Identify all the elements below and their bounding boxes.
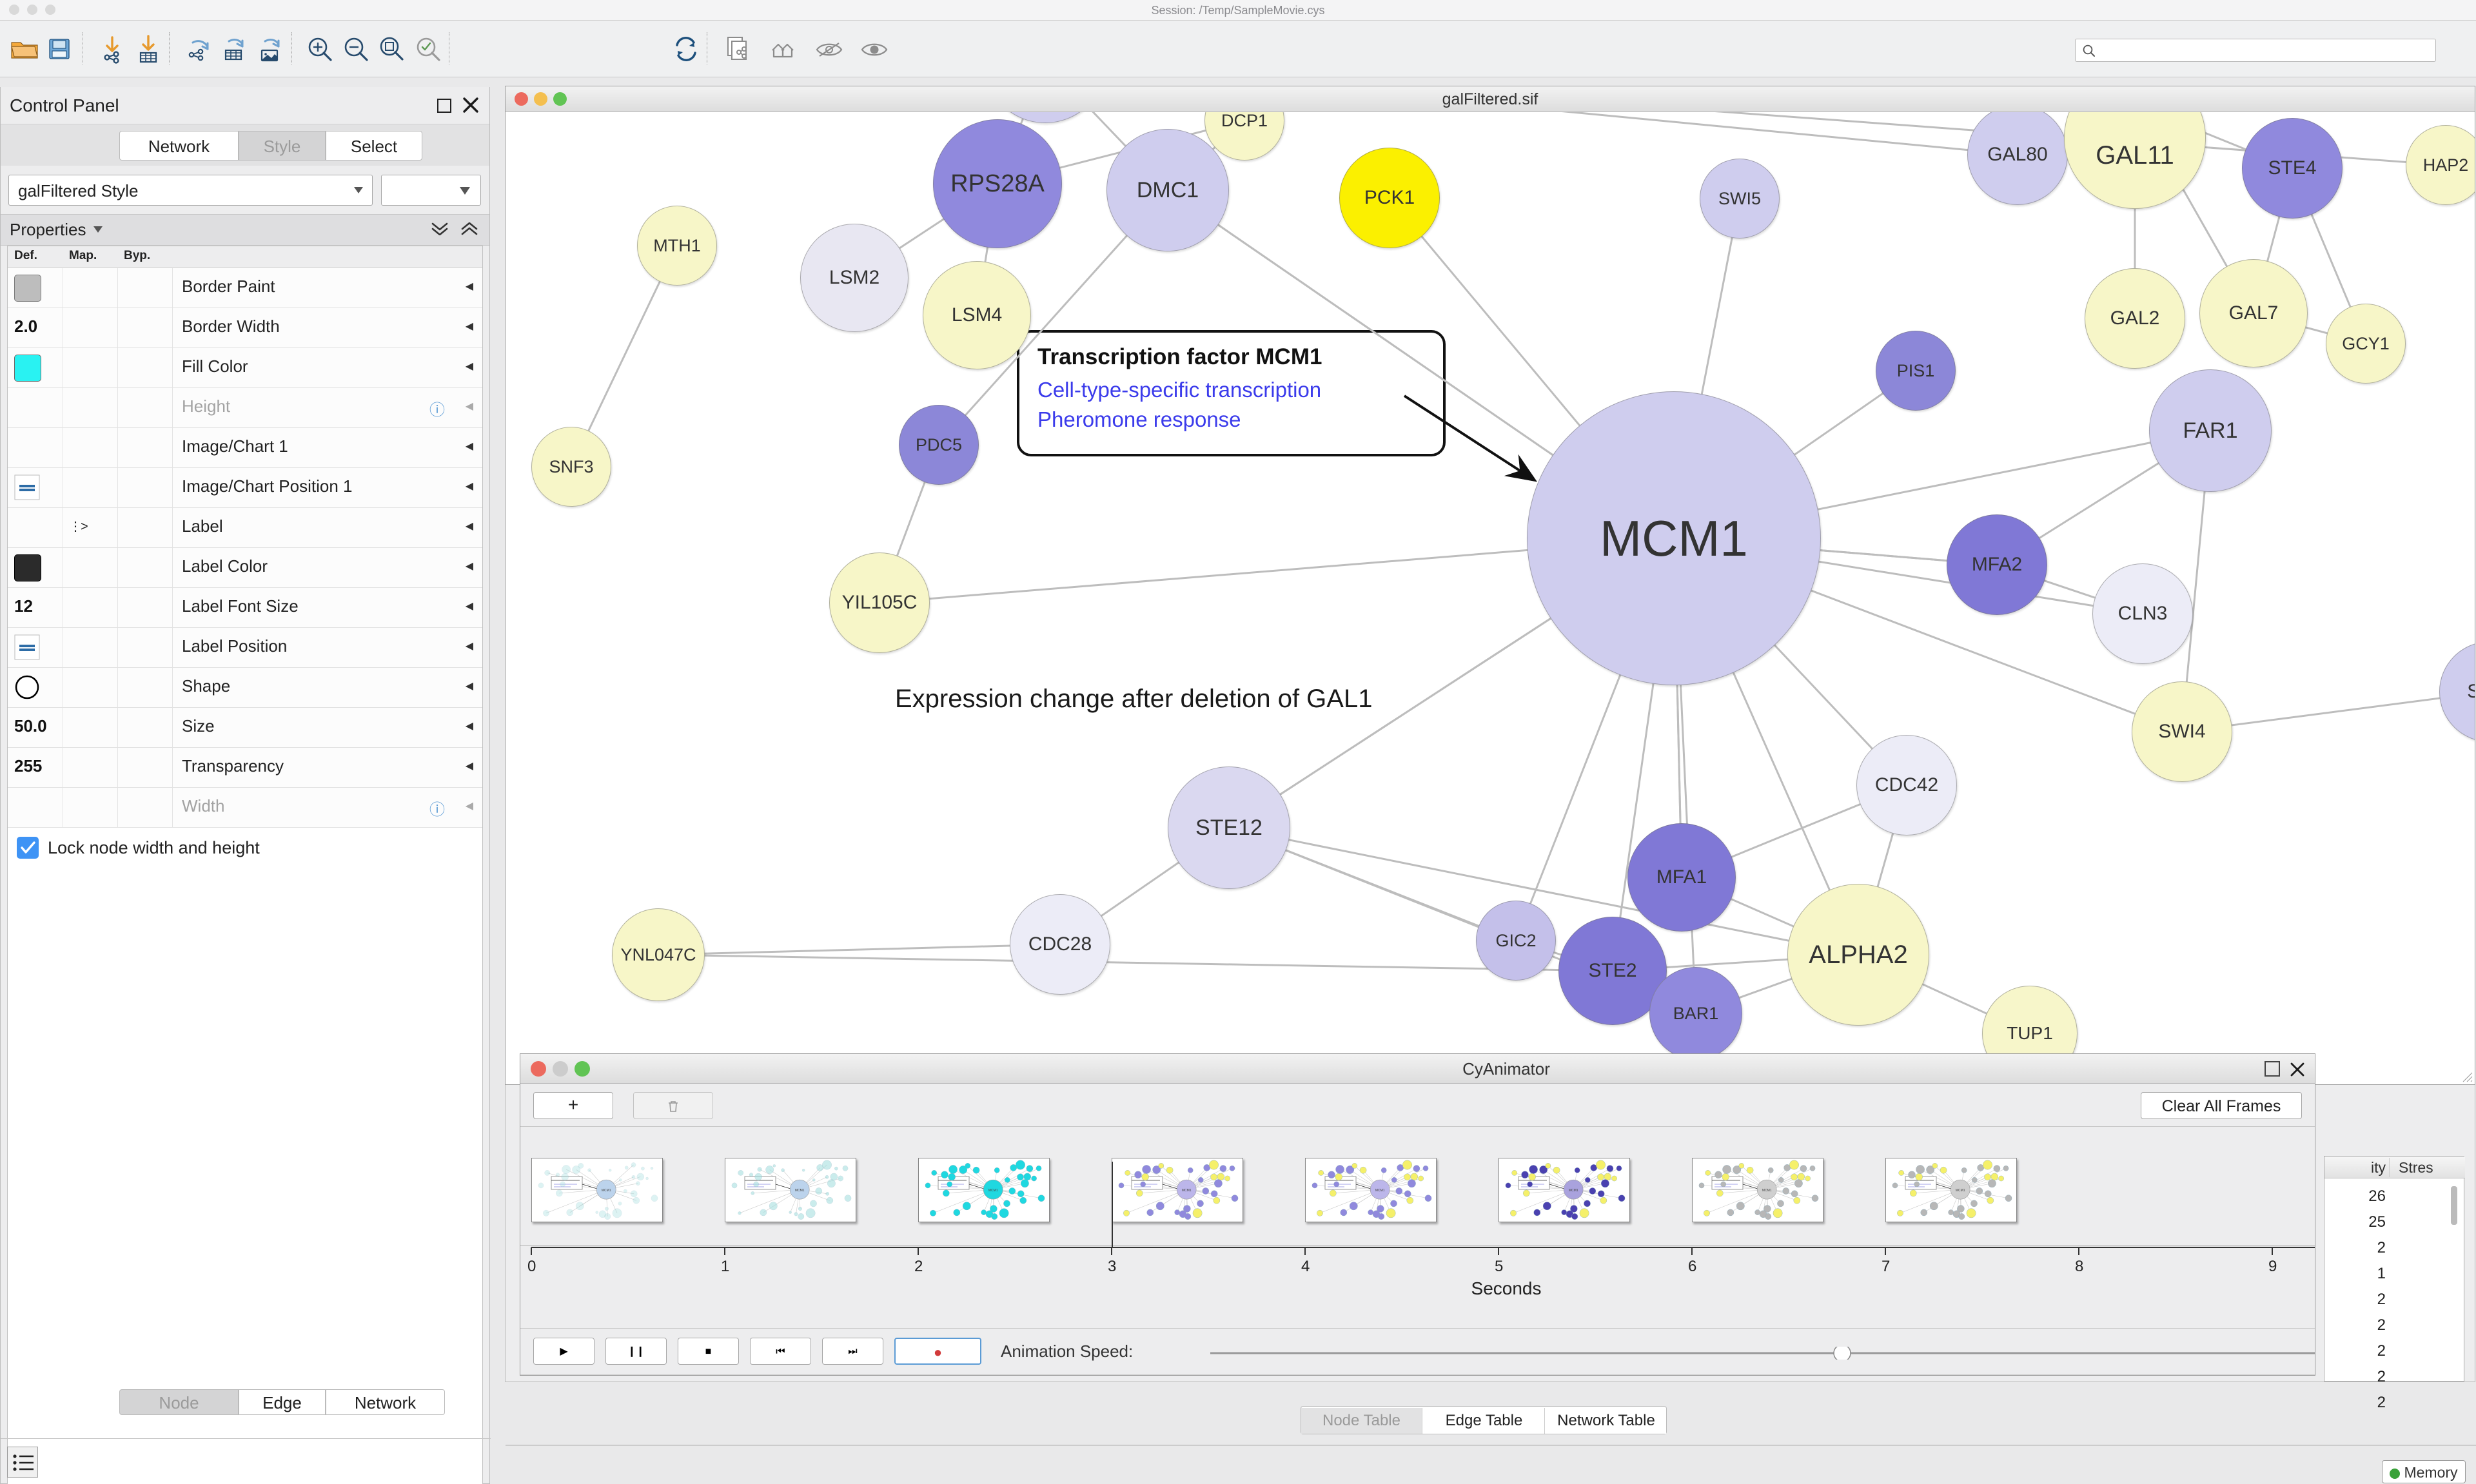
svg-text:MCM1: MCM1 (1569, 1189, 1578, 1193)
svg-text:MCM1: MCM1 (988, 1189, 998, 1193)
svg-text:MCM1: MCM1 (1762, 1189, 1772, 1193)
svg-text:MCM1: MCM1 (1375, 1189, 1385, 1193)
svg-text:MCM1: MCM1 (795, 1189, 805, 1193)
svg-text:MCM1: MCM1 (1956, 1189, 1965, 1193)
svg-text:MCM1: MCM1 (1182, 1189, 1192, 1193)
svg-text:MCM1: MCM1 (602, 1189, 611, 1193)
